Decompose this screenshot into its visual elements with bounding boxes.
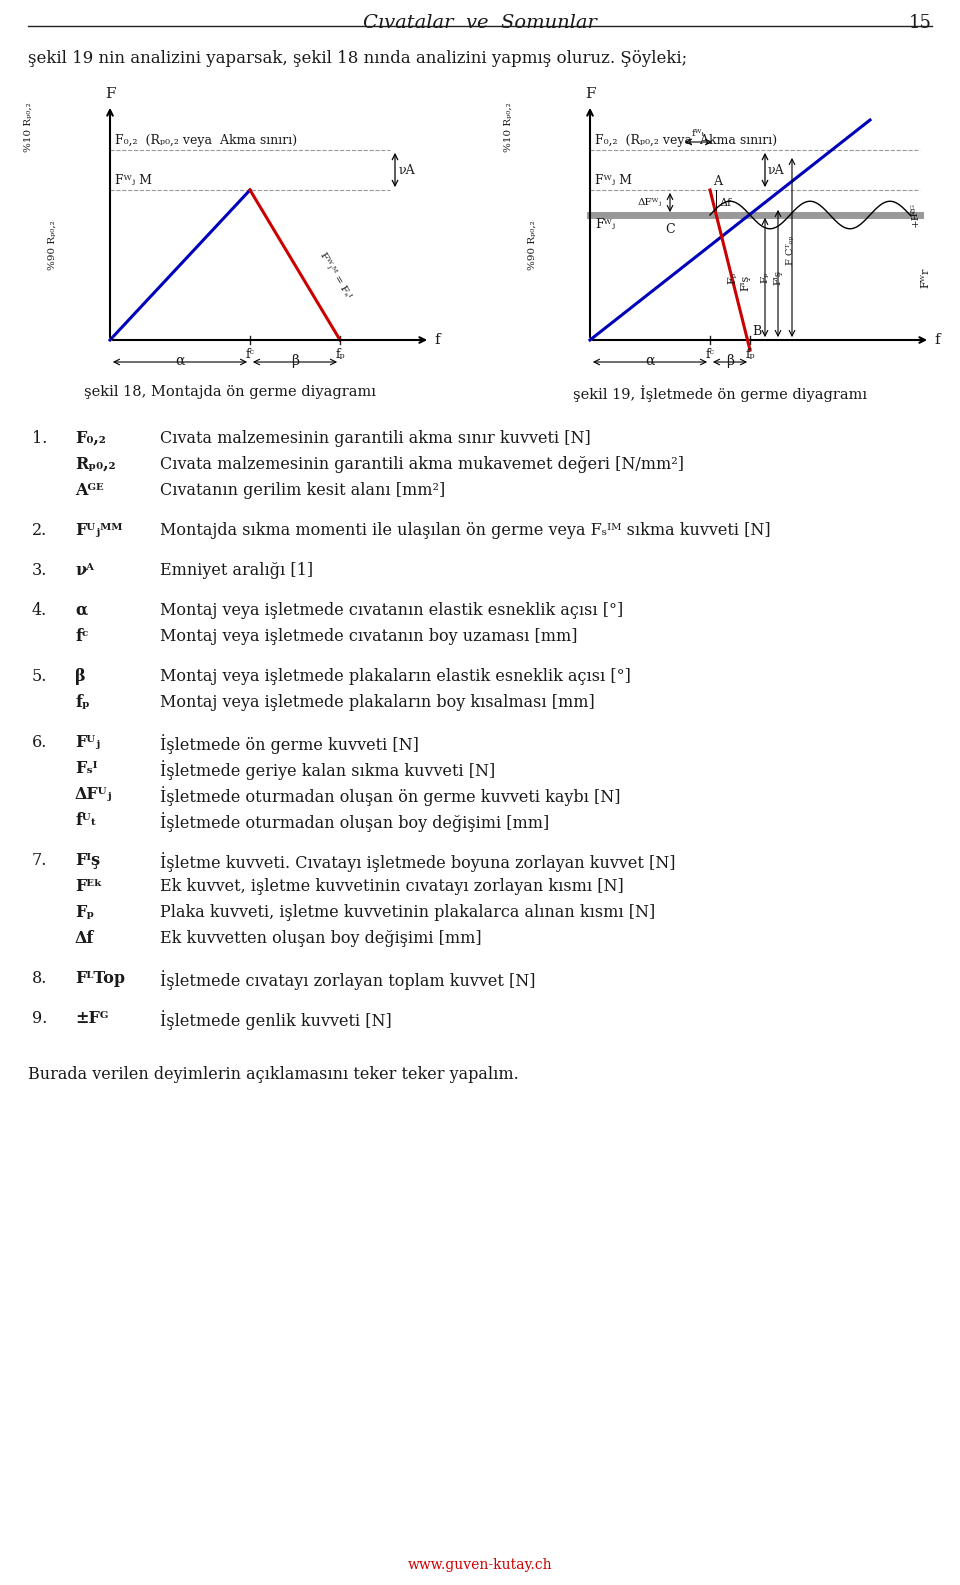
Text: Fₚ: Fₚ xyxy=(75,903,94,921)
Text: +Fᴳ: +Fᴳ xyxy=(910,206,920,227)
Text: C: C xyxy=(665,223,675,236)
Text: Plaka kuvveti, işletme kuvvetinin plakalarca alınan kısmı [N]: Plaka kuvveti, işletme kuvvetinin plakal… xyxy=(160,903,656,921)
Text: F: F xyxy=(585,87,595,101)
Text: Montaj veya işletmede plakaların boy kısalması [mm]: Montaj veya işletmede plakaların boy kıs… xyxy=(160,694,595,712)
Text: fᶜ: fᶜ xyxy=(246,349,254,361)
Text: Fᴱᵏ: Fᴱᵏ xyxy=(75,878,103,896)
Text: şekil 18, Montajda ön germe diyagramı: şekil 18, Montajda ön germe diyagramı xyxy=(84,385,376,399)
Text: B: B xyxy=(752,325,761,338)
Text: α: α xyxy=(75,602,87,620)
Text: 8.: 8. xyxy=(32,970,47,987)
Text: fₚ: fₚ xyxy=(335,349,345,361)
Text: 7.: 7. xyxy=(32,853,47,869)
Text: FᴸTop: FᴸTop xyxy=(75,970,125,987)
Text: Ek kuvvetten oluşan boy değişimi [mm]: Ek kuvvetten oluşan boy değişimi [mm] xyxy=(160,930,482,946)
Text: fₚ: fₚ xyxy=(745,349,755,361)
Text: Ek kuvvet, işletme kuvvetinin cıvatayı zorlayan kısmı [N]: Ek kuvvet, işletme kuvvetinin cıvatayı z… xyxy=(160,878,624,896)
Text: 15: 15 xyxy=(909,14,932,32)
Text: Fᵂr: Fᵂr xyxy=(920,268,930,288)
Text: Cıvatanın gerilim kesit alanı [mm²]: Cıvatanın gerilim kesit alanı [mm²] xyxy=(160,482,445,499)
Text: νᴬ: νᴬ xyxy=(75,563,94,579)
Text: %90 Rₚ₀,₂: %90 Rₚ₀,₂ xyxy=(527,220,537,269)
Text: İşletmede oturmadan oluşan boy değişimi [mm]: İşletmede oturmadan oluşan boy değişimi … xyxy=(160,812,549,832)
Text: fᶜ: fᶜ xyxy=(75,628,88,645)
Text: fₚ: fₚ xyxy=(75,694,89,712)
Text: Cıvatalar  ve  Somunlar: Cıvatalar ve Somunlar xyxy=(363,14,597,32)
Text: Fᴵş: Fᴵş xyxy=(774,269,782,285)
Text: Fₚ: Fₚ xyxy=(760,273,770,284)
Text: Cıvata malzemesinin garantili akma sınır kuvveti [N]: Cıvata malzemesinin garantili akma sınır… xyxy=(160,430,590,447)
Text: F₀,₂  (Rₚ₀,₂ veya  Akma sınırı): F₀,₂ (Rₚ₀,₂ veya Akma sınırı) xyxy=(115,135,298,147)
Text: 2.: 2. xyxy=(32,521,47,539)
Text: Fₛᴵ: Fₛᴵ xyxy=(75,759,98,777)
Text: %10 Rₚ₀,₂: %10 Rₚ₀,₂ xyxy=(23,103,33,152)
Text: Fᵂⱼᴹ = Fₛᴵ: Fᵂⱼᴹ = Fₛᴵ xyxy=(318,250,352,300)
Text: Fᵂⱼ M: Fᵂⱼ M xyxy=(595,174,632,187)
Text: İşletmede genlik kuvveti [N]: İşletmede genlik kuvveti [N] xyxy=(160,1010,392,1030)
Text: İşletmede geriye kalan sıkma kuvveti [N]: İşletmede geriye kalan sıkma kuvveti [N] xyxy=(160,759,495,780)
Text: Burada verilen deyimlerin açıklamasını teker teker yapalım.: Burada verilen deyimlerin açıklamasını t… xyxy=(28,1067,518,1083)
Text: %90 Rₚ₀,₂: %90 Rₚ₀,₂ xyxy=(47,220,57,269)
Text: 1.: 1. xyxy=(32,430,47,447)
Text: Aᴳᴱ: Aᴳᴱ xyxy=(75,482,104,499)
Text: Fₚ: Fₚ xyxy=(727,271,737,284)
Text: şekil 19 nin analizini yaparsak, şekil 18 nında analizini yapmış oluruz. Şöyleki: şekil 19 nin analizini yaparsak, şekil 1… xyxy=(28,51,687,67)
Text: fᵂₜ: fᵂₜ xyxy=(692,128,705,138)
Text: A: A xyxy=(713,174,722,189)
Text: Cıvata malzemesinin garantili akma mukavemet değeri [N/mm²]: Cıvata malzemesinin garantili akma mukav… xyxy=(160,456,684,472)
Text: 6.: 6. xyxy=(32,734,47,751)
Text: www.guven-kutay.ch: www.guven-kutay.ch xyxy=(408,1558,552,1572)
Text: şekil 19, İşletmede ön germe diyagramı: şekil 19, İşletmede ön germe diyagramı xyxy=(573,385,867,403)
Text: Fᵂⱼ M: Fᵂⱼ M xyxy=(115,174,152,187)
Text: Emniyet aralığı [1]: Emniyet aralığı [1] xyxy=(160,563,313,579)
Text: ±Fᴳ: ±Fᴳ xyxy=(75,1010,108,1027)
Text: β: β xyxy=(726,353,734,368)
Text: İşletmede ön germe kuvveti [N]: İşletmede ön germe kuvveti [N] xyxy=(160,734,419,754)
Text: 4.: 4. xyxy=(32,602,47,620)
Text: Montaj veya işletmede plakaların elastik esneklik açısı [°]: Montaj veya işletmede plakaların elastik… xyxy=(160,667,631,685)
Text: ΔFᵂⱼ: ΔFᵂⱼ xyxy=(75,786,112,804)
Text: Fᵂⱼᴹᴹ: Fᵂⱼᴹᴹ xyxy=(75,521,122,539)
Text: fᶜ: fᶜ xyxy=(706,349,714,361)
Text: İşletme kuvveti. Cıvatayı işletmede boyuna zorlayan kuvvet [N]: İşletme kuvveti. Cıvatayı işletmede boyu… xyxy=(160,853,676,872)
Text: νA: νA xyxy=(399,163,416,176)
Text: F Cᵀₒₚ: F Cᵀₒₚ xyxy=(786,236,796,265)
Text: α: α xyxy=(645,353,655,368)
Text: β: β xyxy=(75,667,85,685)
Text: ΔFᵂⱼ: ΔFᵂⱼ xyxy=(637,198,662,208)
Text: fᵂₜ: fᵂₜ xyxy=(75,812,97,829)
Text: Δf: Δf xyxy=(75,930,94,946)
Text: Montaj veya işletmede cıvatanın elastik esneklik açısı [°]: Montaj veya işletmede cıvatanın elastik … xyxy=(160,602,623,620)
Text: %10 Rₚ₀,₂: %10 Rₚ₀,₂ xyxy=(503,103,513,152)
Text: F₀,₂  (Rₚ₀,₂ veya  Akma sınırı): F₀,₂ (Rₚ₀,₂ veya Akma sınırı) xyxy=(595,135,778,147)
Text: Fᴵş: Fᴵş xyxy=(75,853,100,869)
Text: α: α xyxy=(176,353,184,368)
Text: f: f xyxy=(434,333,440,347)
Text: İşletmede cıvatayı zorlayan toplam kuvvet [N]: İşletmede cıvatayı zorlayan toplam kuvve… xyxy=(160,970,536,991)
Text: Fᵂⱼ: Fᵂⱼ xyxy=(595,219,615,231)
Text: 9.: 9. xyxy=(32,1010,47,1027)
Text: Montaj veya işletmede cıvatanın boy uzaması [mm]: Montaj veya işletmede cıvatanın boy uzam… xyxy=(160,628,578,645)
Text: 3.: 3. xyxy=(32,563,47,579)
Text: F₀,₂: F₀,₂ xyxy=(75,430,106,447)
Text: νA: νA xyxy=(768,163,784,176)
Text: F: F xyxy=(105,87,115,101)
Text: β: β xyxy=(291,353,299,368)
Text: Rₚ₀,₂: Rₚ₀,₂ xyxy=(75,456,115,472)
Text: Fᵂⱼ: Fᵂⱼ xyxy=(75,734,100,751)
Text: -Fᴳ: -Fᴳ xyxy=(910,203,920,219)
Text: Fᴵş: Fᴵş xyxy=(740,274,750,290)
Text: İşletmede oturmadan oluşan ön germe kuvveti kaybı [N]: İşletmede oturmadan oluşan ön germe kuvv… xyxy=(160,786,620,805)
Text: f: f xyxy=(934,333,940,347)
Text: 5.: 5. xyxy=(32,667,47,685)
Text: Montajda sıkma momenti ile ulaşılan ön germe veya Fₛᴵᴹ sıkma kuvveti [N]: Montajda sıkma momenti ile ulaşılan ön g… xyxy=(160,521,771,539)
Text: Δf: Δf xyxy=(720,198,732,208)
